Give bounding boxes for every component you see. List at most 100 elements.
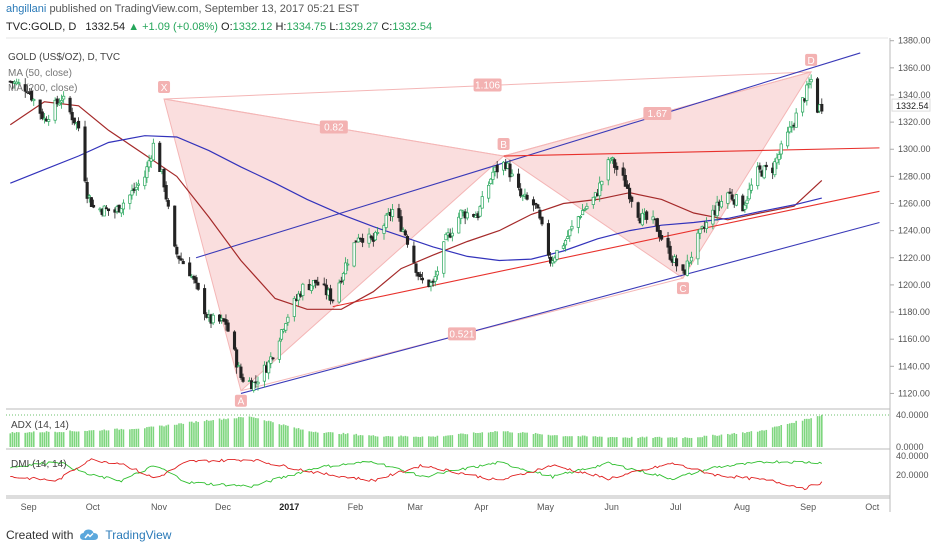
candle-body xyxy=(801,97,805,113)
x-tick-label: Nov xyxy=(151,502,168,512)
candle-body xyxy=(546,223,550,256)
point-badge xyxy=(805,53,818,66)
candle-body xyxy=(719,201,723,208)
candle-body xyxy=(608,158,612,162)
candle-body xyxy=(356,237,360,243)
candle-body xyxy=(538,209,542,219)
close-value: 1332.54 xyxy=(392,21,433,33)
candle-body xyxy=(491,171,495,180)
publish-line: ahgillani published on TradingView.com, … xyxy=(6,3,359,15)
candle-body xyxy=(177,255,181,260)
candle-body xyxy=(83,126,87,182)
candle-body xyxy=(450,232,454,237)
candle-body xyxy=(519,188,523,197)
candle-body xyxy=(92,204,96,208)
candle-body xyxy=(666,237,670,248)
low-value: 1329.27 xyxy=(338,21,379,33)
candle-body xyxy=(256,381,260,385)
candle-body xyxy=(809,79,813,83)
close-label: C: xyxy=(381,21,393,33)
candle-body xyxy=(465,212,469,219)
candle-body xyxy=(339,280,343,283)
candle-body xyxy=(630,196,634,202)
candle-body xyxy=(805,84,809,101)
candle-body xyxy=(775,157,779,164)
candle-body xyxy=(188,262,192,277)
tradingview-brand[interactable]: TradingView xyxy=(105,528,172,542)
candle-body xyxy=(390,209,395,217)
candle-body xyxy=(164,185,168,200)
tradingview-cloud-icon xyxy=(80,529,99,540)
candle-body xyxy=(62,95,66,100)
candle-body xyxy=(412,245,416,263)
author-link[interactable]: ahgillani xyxy=(6,3,47,15)
candle-body xyxy=(121,202,126,210)
candle-body xyxy=(47,119,51,122)
dmi-pane: 40.0000 20.0000 DMI (14, 14) xyxy=(10,451,929,491)
dmi-green-line xyxy=(10,460,823,488)
candle-body xyxy=(173,205,177,247)
low-label: L: xyxy=(329,21,339,33)
candle-body xyxy=(583,209,587,211)
trendline-red xyxy=(503,147,880,157)
candle-body xyxy=(147,160,151,168)
candle-body xyxy=(728,191,732,194)
dmi-title: DMI (14, 14) xyxy=(11,459,67,470)
candle-body xyxy=(807,83,811,86)
candle-body xyxy=(636,202,640,218)
candle-body xyxy=(435,270,439,276)
candle-body xyxy=(262,364,266,382)
point-badge xyxy=(497,138,510,151)
candle-body xyxy=(730,194,734,200)
candle-body xyxy=(668,245,672,260)
harmonic-pattern xyxy=(163,71,813,392)
candle-body xyxy=(762,165,766,179)
candle-body xyxy=(566,236,570,239)
candle-body xyxy=(568,229,572,237)
candle-body xyxy=(252,382,256,391)
candle-body xyxy=(508,163,512,178)
candle-body xyxy=(444,233,448,241)
candle-body xyxy=(68,97,72,113)
candle-body xyxy=(534,202,538,205)
open-value: 1332.12 xyxy=(232,21,273,33)
x-tick-label: Jun xyxy=(604,502,619,512)
y-tick-label: 1300.00 xyxy=(898,144,931,154)
candle-body xyxy=(17,82,21,85)
candle-body xyxy=(516,173,521,188)
candle-body xyxy=(570,225,574,230)
candle-body xyxy=(279,329,284,340)
candle-body xyxy=(675,258,679,267)
last-price-label: 1332.54 xyxy=(896,101,929,111)
candle-body xyxy=(764,164,768,168)
candle-body xyxy=(696,232,700,260)
candle-body xyxy=(106,208,111,212)
y-tick-label: 1140.00 xyxy=(898,361,930,371)
candle-body xyxy=(316,281,320,286)
candle-body xyxy=(442,241,446,274)
candle-body xyxy=(734,194,738,206)
candle-body xyxy=(145,166,149,178)
candle-body xyxy=(196,282,200,290)
candle-body xyxy=(786,131,790,147)
y-tick-label: 1240.00 xyxy=(898,226,931,236)
candle-body xyxy=(119,208,123,214)
candle-body xyxy=(297,293,301,301)
candle-body xyxy=(130,190,134,196)
ma200-line xyxy=(10,135,822,262)
symbol-label: TVC:GOLD, D xyxy=(6,21,77,33)
candle-body xyxy=(790,126,794,128)
candle-body xyxy=(203,288,207,315)
candle-body xyxy=(478,206,482,217)
candle-body xyxy=(232,331,237,350)
candle-body xyxy=(331,299,335,302)
candle-body xyxy=(741,195,745,212)
candle-body xyxy=(376,232,380,234)
candle-body xyxy=(237,365,241,368)
y-tick-label: 1220.00 xyxy=(898,253,931,263)
axes: Sep Oct Nov Dec 2017 Feb Mar Apr May Jun Jul Aug Sep… xyxy=(6,36,931,512)
last-price: 1332.54 xyxy=(85,21,126,33)
candle-body xyxy=(344,262,348,275)
candle-body xyxy=(773,161,777,176)
